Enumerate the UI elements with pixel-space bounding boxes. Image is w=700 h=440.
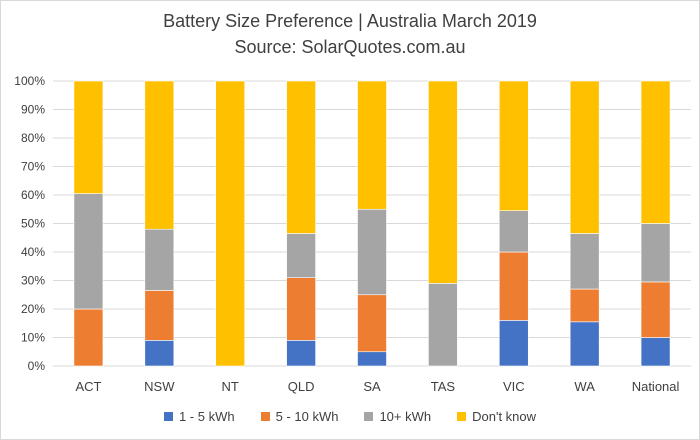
y-tick-label: 90% xyxy=(21,103,45,117)
bar-segment xyxy=(73,308,104,367)
y-tick-label: 10% xyxy=(21,331,45,345)
legend-label: 10+ kWh xyxy=(379,409,432,424)
bar-segment xyxy=(215,80,246,367)
x-tick-label: TAS xyxy=(431,379,456,394)
bar-segment xyxy=(498,320,529,367)
legend-swatch xyxy=(260,412,270,421)
legend-item: Don't know xyxy=(457,409,536,424)
y-tick-label: 70% xyxy=(21,160,45,174)
bar-segment xyxy=(640,223,671,283)
x-tick-label: NSW xyxy=(144,379,175,394)
bar-segment xyxy=(428,283,458,367)
bar-segment xyxy=(286,80,316,234)
legend-swatch xyxy=(163,412,173,421)
bar-segment xyxy=(569,288,600,323)
legend-label: 1 - 5 kWh xyxy=(178,409,235,424)
chart-subtitle: Source: SolarQuotes.com.au xyxy=(234,37,466,57)
y-tick-label: 80% xyxy=(21,131,45,145)
legend: 1 - 5 kWh 5 - 10 kWh 10+ kWh Don't know xyxy=(1,409,699,424)
bar-segment xyxy=(144,290,175,341)
x-tick-label: NT xyxy=(222,379,239,394)
x-axis: ACT NSW NT QLD SA TAS VIC WA National xyxy=(75,379,679,394)
bar-segment xyxy=(498,210,529,253)
bar-segment xyxy=(73,80,104,194)
bar-segment xyxy=(640,80,671,224)
bar-segment xyxy=(428,80,458,284)
bars xyxy=(73,80,671,367)
legend-swatch xyxy=(364,412,374,421)
x-tick-label: QLD xyxy=(288,379,315,394)
bar-segment xyxy=(498,251,529,321)
bar-segment xyxy=(498,80,529,211)
y-tick-label: 60% xyxy=(21,188,45,202)
bar-segment xyxy=(144,228,175,291)
x-tick-label: ACT xyxy=(75,379,101,394)
y-axis: 0% 10% 20% 30% 40% 50% 60% 70% 80% 90% 100% xyxy=(14,74,45,373)
legend-swatch xyxy=(457,412,467,421)
bar-segment xyxy=(640,337,671,367)
x-tick-label: VIC xyxy=(503,379,525,394)
y-tick-label: 40% xyxy=(21,245,45,259)
y-tick-label: 100% xyxy=(14,74,45,88)
bar-segment xyxy=(286,277,316,341)
bar-segment xyxy=(569,233,600,290)
bar-segment xyxy=(357,80,387,210)
bar-segment xyxy=(144,80,175,230)
legend-item: 5 - 10 kWh xyxy=(260,409,339,424)
bar-segment xyxy=(73,193,104,310)
bar-segment xyxy=(357,294,387,353)
chart-title: Battery Size Preference | Australia Marc… xyxy=(163,11,537,31)
y-tick-label: 20% xyxy=(21,302,45,316)
y-tick-label: 0% xyxy=(28,359,46,373)
y-tick-label: 30% xyxy=(21,274,45,288)
bar-segment xyxy=(286,340,316,367)
legend-label: Don't know xyxy=(472,409,537,424)
x-tick-label: SA xyxy=(363,379,381,394)
bar-segment xyxy=(144,340,175,367)
bar-segment xyxy=(357,351,387,367)
bar-segment xyxy=(640,281,671,338)
y-tick-label: 50% xyxy=(21,217,45,231)
bar-segment xyxy=(357,208,387,296)
legend-item: 1 - 5 kWh xyxy=(163,409,235,424)
bar-segment xyxy=(569,80,600,234)
bar-segment xyxy=(569,321,600,367)
x-tick-label: WA xyxy=(574,379,595,394)
legend-item: 10+ kWh xyxy=(364,409,431,424)
bar-segment xyxy=(286,233,316,278)
x-tick-label: National xyxy=(632,379,680,394)
legend-label: 5 - 10 kWh xyxy=(275,409,339,424)
